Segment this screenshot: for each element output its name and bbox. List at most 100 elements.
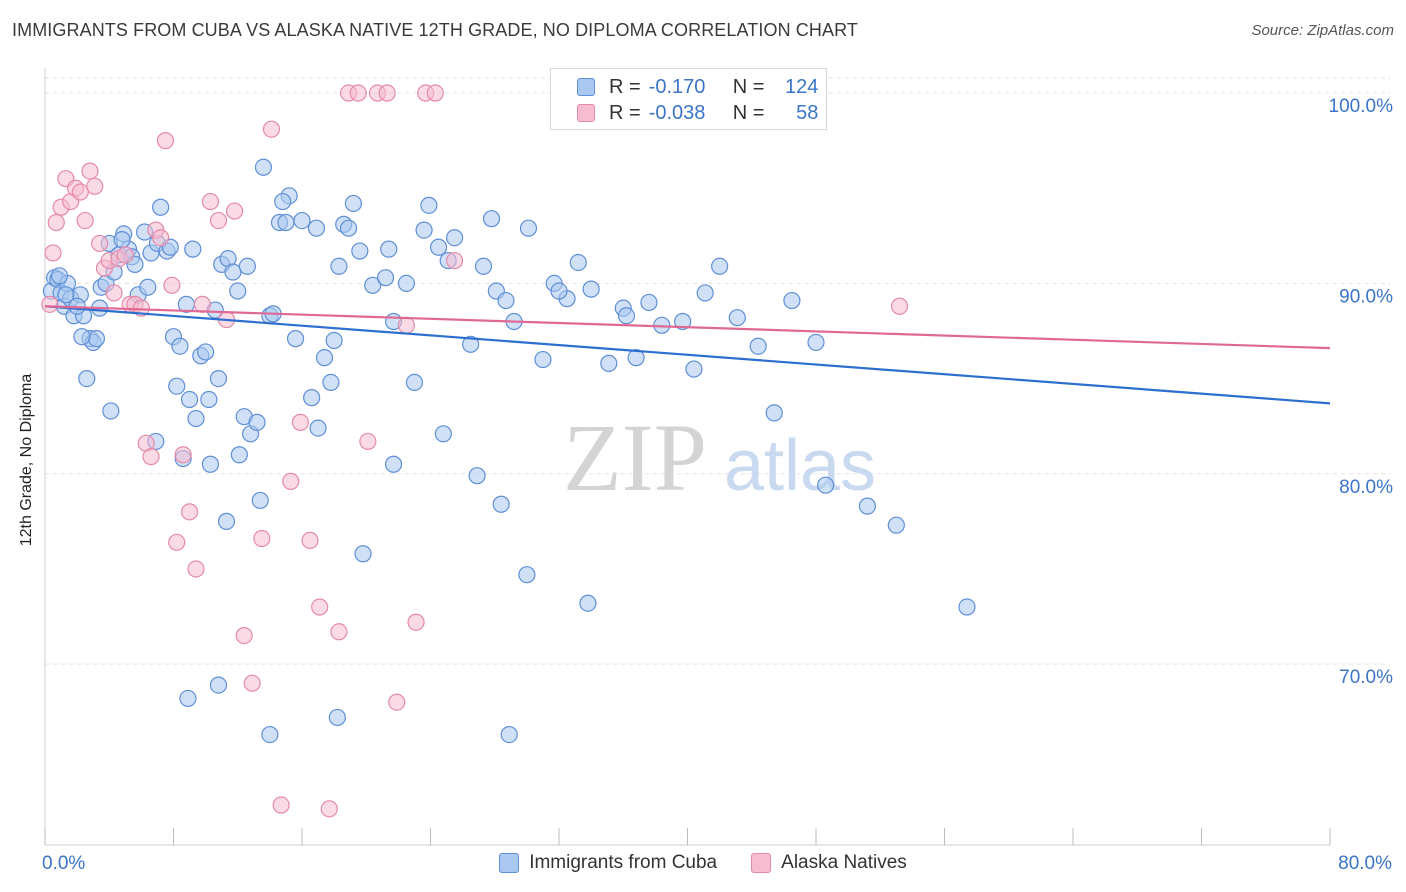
data-point — [272, 796, 290, 814]
data-point — [254, 158, 273, 176]
data-point — [600, 354, 618, 372]
data-point — [397, 316, 416, 334]
data-point — [209, 369, 228, 388]
trend-line — [44, 305, 1331, 405]
data-point — [807, 333, 825, 352]
data-point — [783, 291, 801, 310]
data-point — [696, 284, 714, 302]
legend-n-label: N = — [732, 101, 765, 124]
legend-label-cuba: Immigrants from Cuba — [529, 852, 718, 873]
data-point — [238, 257, 256, 275]
data-point — [47, 213, 65, 232]
data-point — [765, 404, 783, 422]
data-point — [180, 503, 199, 521]
data-point — [187, 560, 205, 578]
series-immigrants-from-cuba — [42, 84, 976, 744]
legend-swatch-blue — [499, 853, 520, 873]
data-point — [351, 242, 369, 260]
data-point — [890, 297, 909, 315]
legend-item-alaska[interactable]: Alaska Natives — [751, 852, 907, 874]
data-point — [550, 282, 568, 300]
data-point — [429, 238, 448, 256]
data-point — [277, 213, 295, 232]
data-point — [858, 497, 877, 515]
data-point — [303, 389, 321, 407]
data-point — [617, 307, 636, 325]
data-point — [184, 240, 202, 258]
data-point — [320, 800, 338, 818]
data-point — [87, 330, 106, 348]
data-point — [445, 251, 464, 270]
data-point — [354, 545, 372, 563]
y-tick-label: 100.0% — [1329, 96, 1394, 117]
data-point — [73, 328, 91, 346]
data-point — [116, 246, 134, 264]
legend-swatch-blue — [577, 78, 595, 96]
legend-row-alaska: R = -0.038 N = 58 — [577, 101, 818, 125]
data-point — [243, 674, 261, 692]
data-point — [407, 613, 425, 631]
data-point — [497, 291, 515, 310]
data-point — [291, 413, 309, 431]
data-point — [174, 446, 192, 464]
data-point — [301, 531, 319, 550]
watermark-zip: ZIP — [563, 404, 707, 511]
x-tick-min: 0.0% — [42, 853, 86, 874]
data-point — [163, 276, 181, 294]
data-point — [180, 390, 199, 409]
data-point — [102, 402, 120, 420]
data-point — [492, 495, 510, 513]
data-point — [640, 293, 658, 312]
axes — [44, 68, 1331, 846]
data-point — [41, 295, 59, 313]
data-point — [311, 598, 329, 616]
data-point — [518, 566, 536, 584]
gridlines — [45, 77, 1390, 665]
y-axis-label: 12th Grade, No Diploma — [18, 373, 35, 547]
legend-swatch-pink — [751, 853, 772, 873]
data-point — [569, 253, 587, 272]
data-point — [627, 349, 645, 367]
series-legend: Immigrants from Cuba Alaska Natives — [0, 852, 1406, 874]
data-point — [262, 120, 281, 138]
data-point — [139, 278, 157, 296]
data-point — [171, 337, 189, 355]
data-point — [179, 689, 197, 708]
legend-item-cuba[interactable]: Immigrants from Cuba — [499, 852, 717, 874]
data-point — [711, 257, 729, 275]
data-point — [91, 234, 109, 253]
legend-r-value-alaska: -0.038 — [648, 101, 706, 124]
data-point — [468, 467, 486, 485]
data-point — [224, 263, 242, 281]
legend-n-value-alaska: 58 — [796, 101, 819, 124]
data-point — [579, 594, 597, 612]
data-point — [307, 219, 326, 237]
data-point — [105, 284, 123, 302]
data-point — [76, 211, 94, 230]
stats-legend: R = -0.170 N = 124 R = -0.038 N = 58 — [550, 68, 827, 130]
data-point — [330, 623, 348, 641]
data-point — [225, 202, 244, 220]
data-point — [674, 312, 692, 331]
data-point — [193, 295, 212, 313]
data-point — [349, 84, 367, 102]
data-point — [44, 244, 62, 262]
data-point — [282, 472, 300, 490]
data-point — [217, 512, 236, 530]
data-point — [380, 240, 398, 258]
legend-r-value-cuba: -0.170 — [648, 75, 706, 98]
data-point — [388, 693, 406, 711]
data-point — [286, 330, 305, 348]
chart-title: IMMIGRANTS FROM CUBA VS ALASKA NATIVE 12… — [12, 20, 858, 40]
data-point — [274, 192, 292, 211]
data-point — [405, 373, 424, 391]
chart-source: Source: ZipAtlas.com — [1251, 22, 1394, 39]
data-point — [685, 360, 703, 378]
y-tick-label: 80.0% — [1339, 477, 1393, 498]
data-point — [86, 177, 104, 195]
legend-n-label: N = — [732, 75, 765, 98]
data-point — [201, 455, 220, 473]
data-point — [200, 390, 218, 409]
data-point — [152, 198, 170, 216]
